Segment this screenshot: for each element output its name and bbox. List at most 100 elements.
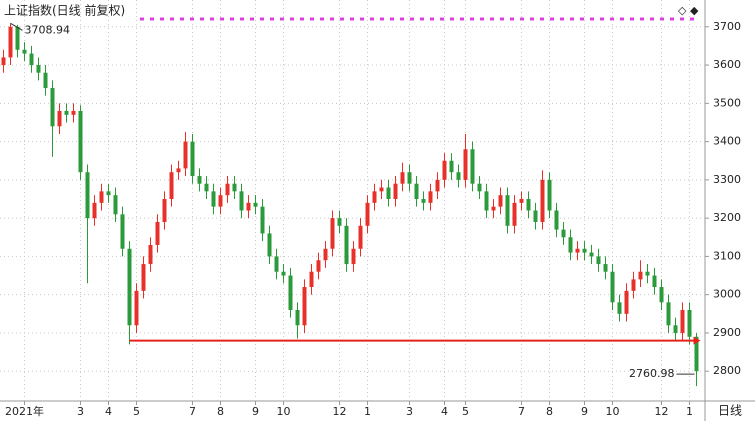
candle-body [225,183,230,196]
candle-body [498,195,503,207]
candle-body [400,172,405,184]
candle-body [393,183,398,199]
candle-body [22,49,27,54]
period-button[interactable]: 日线 [718,404,742,418]
candle-body [36,65,41,73]
candle-body [589,252,594,257]
candle-body [71,110,76,115]
x-tick-label: 2021年 [5,404,44,418]
y-tick-label: 3000 [713,288,741,301]
candle-body [386,187,391,199]
x-tick-label: 10 [277,405,291,418]
candle-body [624,290,629,314]
candle-body [99,191,104,203]
candle-body [407,172,412,184]
support-arrow [693,336,701,345]
candle-body [169,172,174,199]
candle-body [652,275,657,288]
y-tick-label: 3200 [713,211,741,224]
candle-body [267,233,272,257]
x-tick-label: 3 [77,405,84,418]
candle-body [302,287,307,326]
y-tick-label: 3100 [713,249,741,262]
candle-body [603,264,608,272]
candle-body [253,202,258,207]
candle-body [372,191,377,203]
candle-body [694,336,699,372]
candle-body [204,183,209,192]
candle-body [631,279,636,291]
candle-body [50,88,55,127]
candle-body [610,271,615,303]
candle-body [323,248,328,261]
candle-body [596,256,601,265]
candle-body [92,202,97,219]
candle-body [330,218,335,249]
y-tick-label: 3300 [713,173,741,186]
candle-body [519,199,524,203]
x-tick-label: 5 [133,405,140,418]
candle-body [64,110,69,115]
candle-body [162,199,167,222]
candle-body [57,110,62,127]
candle-body [78,110,83,173]
candle-body [106,191,111,196]
x-tick-label: 3 [406,405,413,418]
candle-body [281,271,286,276]
candle-body [638,271,643,280]
candle-body [43,72,48,89]
candle-body [421,199,426,203]
y-tick-label: 2800 [713,364,741,377]
x-tick-label: 1 [686,405,693,418]
candle-body [680,309,685,333]
x-tick-label: 7 [189,405,196,418]
candle-body [197,176,202,184]
candle-body [155,221,160,245]
candle-body [260,206,265,234]
candle-body [547,179,552,211]
icon[interactable]: ◇ ◆ [678,4,699,17]
candle-body [351,248,356,265]
candle-body [449,160,454,173]
candle-body [183,141,188,169]
x-tick-label: 9 [252,405,259,418]
min-annotation: 2760.98 [629,367,675,380]
candle-body [1,57,6,66]
candle-body [113,195,118,215]
candle-body [15,26,20,50]
candle-body [344,225,349,265]
candle-body [134,290,139,326]
candle-body [554,210,559,230]
y-tick-label: 3700 [713,20,741,33]
x-tick-label: 10 [606,405,620,418]
x-tick-label: 8 [217,405,224,418]
candle-body [456,172,461,180]
candle-body [666,302,671,326]
candle-body [8,26,13,58]
annotation-arrow [10,22,23,31]
candle-body [288,275,293,310]
x-tick-label: 12 [333,405,347,418]
candle-body [85,172,90,219]
candle-body [582,248,587,253]
x-tick-label: 5 [462,405,469,418]
y-tick-label: 3600 [713,58,741,71]
x-tick-label: 4 [105,405,112,418]
x-tick-label: 9 [581,405,588,418]
x-tick-label: 12 [655,405,669,418]
candle-body [337,218,342,226]
candle-body [477,183,482,192]
candle-body [176,168,181,173]
candle-body [218,195,223,207]
candle-body [575,248,580,253]
candle-body [568,237,573,253]
candle-body [295,309,300,326]
candle-body [365,202,370,226]
candle-body [442,160,447,180]
x-tick-label: 1 [364,405,371,418]
candle-body [358,225,363,249]
candle-body [463,149,468,180]
candle-body [309,271,314,288]
